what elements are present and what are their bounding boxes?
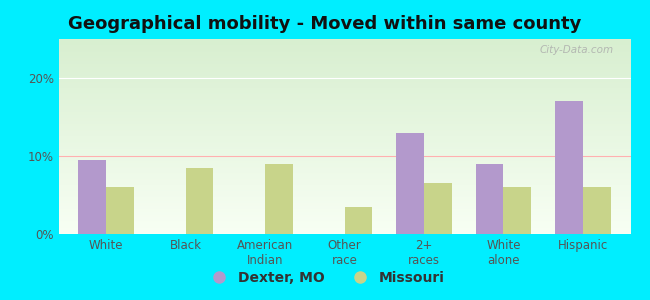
Bar	[79, 160, 106, 234]
Text: City-Data.com: City-Data.com	[540, 45, 614, 55]
Bar	[503, 187, 531, 234]
Bar	[476, 164, 503, 234]
Bar	[424, 183, 452, 234]
Bar	[186, 168, 213, 234]
Bar	[555, 101, 583, 234]
Bar	[583, 187, 610, 234]
Bar	[396, 133, 424, 234]
Text: Geographical mobility - Moved within same county: Geographical mobility - Moved within sam…	[68, 15, 582, 33]
Bar	[265, 164, 293, 234]
Legend: Dexter, MO, Missouri: Dexter, MO, Missouri	[200, 265, 450, 290]
Bar	[344, 207, 372, 234]
Bar	[106, 187, 134, 234]
